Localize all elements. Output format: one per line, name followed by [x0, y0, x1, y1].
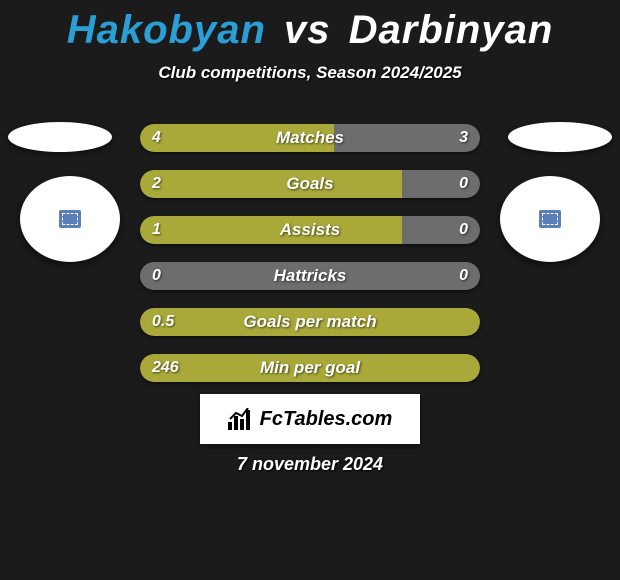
stat-bar-row: 246Min per goal [140, 354, 480, 382]
stat-bars: 43Matches 20Goals 10Assists 00Hattricks 0.5G… [140, 124, 480, 400]
stat-bar-row: 20Goals [140, 170, 480, 198]
player1-flag [8, 122, 112, 152]
bar-label: Goals per match [140, 308, 480, 336]
bars-icon [228, 408, 254, 430]
club-badge-icon [539, 210, 561, 228]
bar-label: Assists [140, 216, 480, 244]
footer-date: 7 november 2024 [0, 454, 620, 475]
bar-label: Min per goal [140, 354, 480, 382]
vs-text: vs [284, 8, 331, 52]
stat-bar-row: 0.5Goals per match [140, 308, 480, 336]
watermark: FcTables.com [200, 394, 420, 444]
player1-club-logo [20, 176, 120, 262]
player2-name: Darbinyan [349, 8, 554, 52]
bar-label: Matches [140, 124, 480, 152]
bar-label: Hattricks [140, 262, 480, 290]
stat-bar-row: 43Matches [140, 124, 480, 152]
stat-bar-row: 00Hattricks [140, 262, 480, 290]
comparison-title: Hakobyan vs Darbinyan [0, 0, 620, 53]
player2-club-logo [500, 176, 600, 262]
player1-name: Hakobyan [67, 8, 266, 52]
watermark-text: FcTables.com [260, 408, 393, 431]
club-badge-icon [59, 210, 81, 228]
subtitle: Club competitions, Season 2024/2025 [0, 63, 620, 83]
player2-flag [508, 122, 612, 152]
bar-label: Goals [140, 170, 480, 198]
stat-bar-row: 10Assists [140, 216, 480, 244]
